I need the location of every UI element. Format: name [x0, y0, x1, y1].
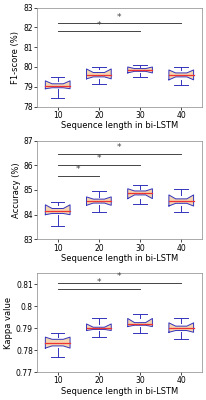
Polygon shape — [87, 197, 111, 205]
Polygon shape — [169, 323, 194, 332]
Text: *: * — [97, 21, 101, 30]
Text: *: * — [117, 13, 122, 22]
Y-axis label: Kappa value: Kappa value — [4, 297, 13, 349]
Polygon shape — [45, 337, 70, 348]
Text: *: * — [97, 278, 101, 287]
Polygon shape — [169, 70, 194, 80]
Text: *: * — [117, 272, 122, 281]
Polygon shape — [169, 195, 194, 206]
Polygon shape — [87, 324, 111, 330]
Polygon shape — [45, 205, 70, 215]
X-axis label: Sequence length in bi-LSTM: Sequence length in bi-LSTM — [61, 121, 178, 130]
X-axis label: Sequence length in bi-LSTM: Sequence length in bi-LSTM — [61, 254, 178, 263]
Y-axis label: Accuracy (%): Accuracy (%) — [12, 162, 21, 218]
Text: *: * — [117, 143, 122, 152]
Y-axis label: F1-score (%): F1-score (%) — [11, 31, 20, 84]
Polygon shape — [128, 189, 152, 199]
Text: *: * — [76, 166, 81, 174]
Polygon shape — [45, 81, 70, 89]
Polygon shape — [128, 67, 152, 73]
Text: *: * — [97, 154, 101, 163]
Polygon shape — [128, 318, 152, 326]
X-axis label: Sequence length in bi-LSTM: Sequence length in bi-LSTM — [61, 387, 178, 396]
Polygon shape — [87, 69, 111, 79]
